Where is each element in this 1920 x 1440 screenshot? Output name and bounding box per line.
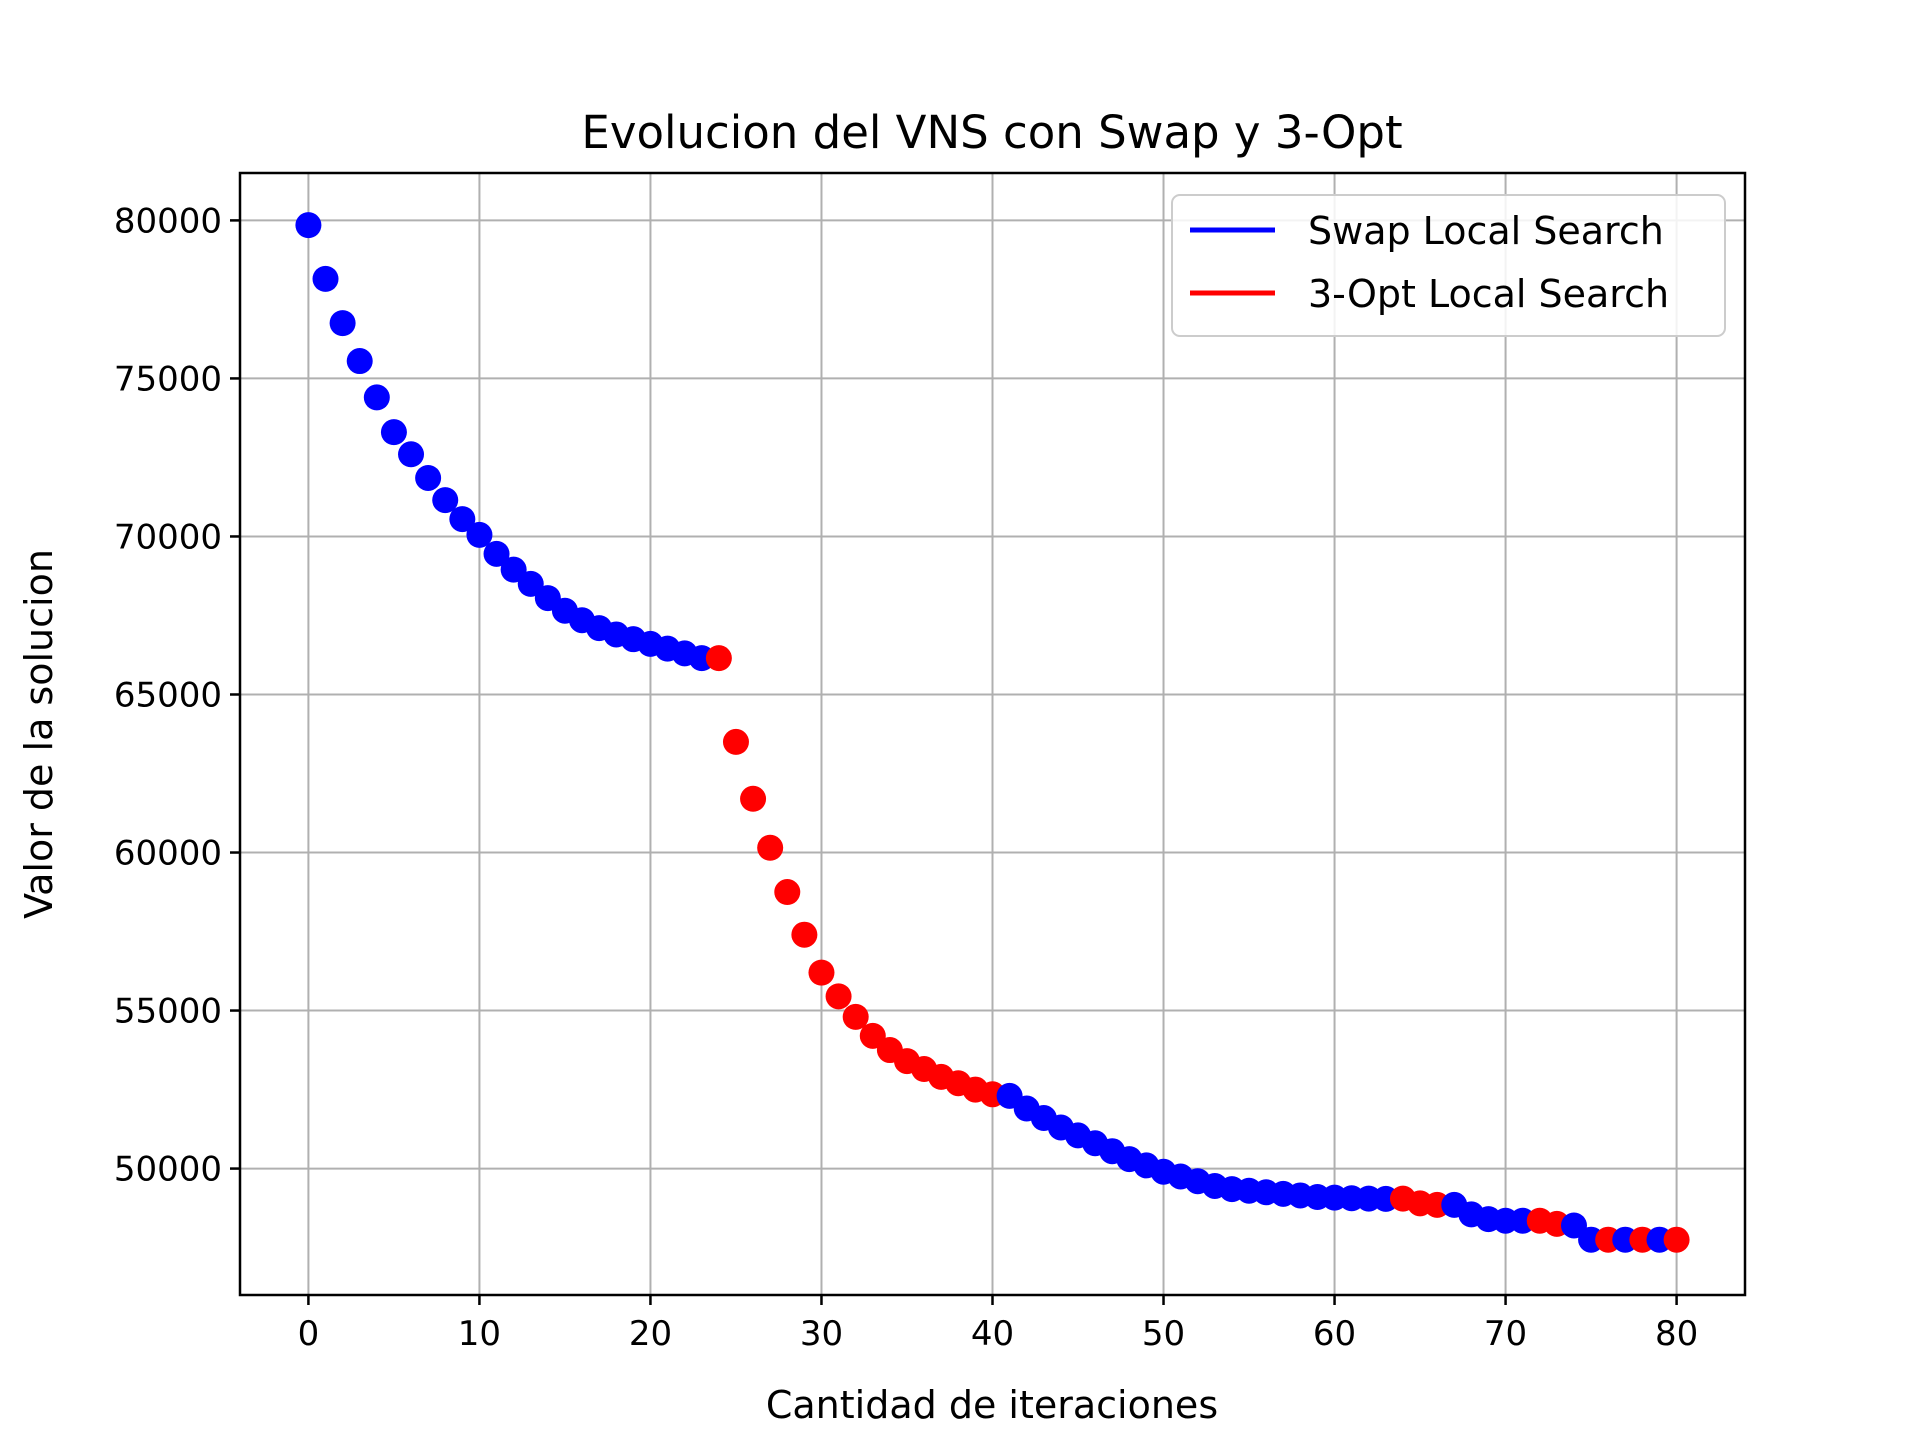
y-axis-title: Valor de la solucion — [17, 549, 61, 919]
y-tick-label: 55000 — [114, 992, 222, 1032]
three-opt-point — [774, 879, 801, 906]
legend-box — [1171, 194, 1726, 337]
y-tick-label: 65000 — [114, 675, 222, 715]
swap-point — [500, 556, 527, 583]
three-opt-point — [791, 921, 818, 948]
three-opt-point — [757, 834, 784, 861]
data-points — [295, 212, 1690, 1253]
x-tick-label: 40 — [971, 1314, 1014, 1354]
chart-title: Evolucion del VNS con Swap y 3-Opt — [581, 106, 1402, 159]
x-tick-label: 60 — [1313, 1314, 1356, 1354]
legend: Swap Local Search 3-Opt Local Search — [1171, 194, 1726, 337]
swap-point — [483, 540, 510, 567]
swap-point — [449, 506, 476, 533]
three-opt-point — [740, 785, 767, 812]
swap-point — [329, 310, 356, 337]
three-opt-point — [842, 1003, 869, 1030]
x-tick-label: 10 — [458, 1314, 501, 1354]
swap-point — [346, 348, 373, 375]
three-opt-point — [705, 645, 732, 672]
axis-ticks: 0 10 20 30 40 50 60 70 80 50000 55000 60000 65000 700… — [114, 201, 1698, 1354]
three-opt-point — [1663, 1226, 1690, 1253]
three-opt-point — [722, 728, 749, 755]
legend-label-3opt: 3-Opt Local Search — [1308, 272, 1669, 316]
swap-point — [1560, 1212, 1587, 1239]
swap-point — [432, 487, 459, 514]
x-tick-label: 20 — [629, 1314, 672, 1354]
swap-point — [466, 521, 493, 548]
swap-point — [295, 212, 322, 239]
y-tick-label: 75000 — [114, 359, 222, 399]
y-tick-label: 50000 — [114, 1150, 222, 1190]
swap-point — [380, 419, 407, 446]
grid — [240, 173, 1745, 1295]
x-tick-label: 80 — [1655, 1314, 1698, 1354]
y-tick-label: 80000 — [114, 201, 222, 241]
swap-point — [415, 464, 442, 491]
x-tick-label: 70 — [1484, 1314, 1527, 1354]
y-tick-label: 60000 — [114, 834, 222, 874]
x-tick-label: 50 — [1142, 1314, 1185, 1354]
y-tick-label: 70000 — [114, 517, 222, 557]
x-tick-label: 30 — [800, 1314, 843, 1354]
swap-point — [363, 384, 390, 411]
swap-point — [312, 265, 339, 292]
swap-point — [398, 441, 425, 468]
swap-point — [517, 570, 544, 597]
x-tick-label: 0 — [298, 1314, 320, 1354]
legend-label-swap: Swap Local Search — [1308, 209, 1664, 253]
three-opt-point — [808, 959, 835, 986]
x-axis-title: Cantidad de iteraciones — [766, 1383, 1218, 1427]
three-opt-point — [825, 983, 852, 1010]
three-opt-point — [859, 1022, 886, 1049]
